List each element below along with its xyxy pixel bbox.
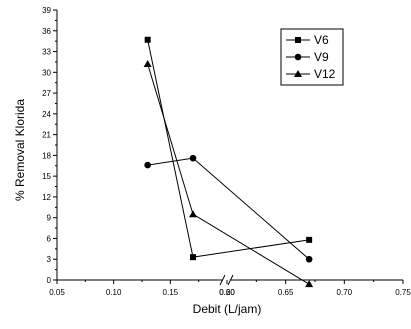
y-tick-label: 9 <box>47 214 52 223</box>
y-tick-label: 15 <box>42 172 51 181</box>
y-tick-label: 3 <box>47 255 52 264</box>
y-tick-label: 39 <box>42 6 51 15</box>
x-tick-label: 0.70 <box>337 288 353 297</box>
y-tick-label: 6 <box>47 234 52 243</box>
x-tick-label: 0.60 <box>219 288 235 297</box>
data-point-v9 <box>305 255 313 263</box>
x-tick-label: 0.10 <box>106 288 122 297</box>
legend-marker-v6 <box>295 37 301 43</box>
y-tick-label: 36 <box>42 27 51 36</box>
legend-marker-v12 <box>294 70 302 77</box>
x-tick-label: 0.75 <box>395 288 411 297</box>
y-tick-label: 0 <box>47 276 52 285</box>
x-tick-label: 0.05 <box>49 288 65 297</box>
y-tick-label: 33 <box>42 48 51 57</box>
x-tick-label: 0.65 <box>278 288 294 297</box>
y-tick-label: 18 <box>42 151 51 160</box>
legend-label-v6: V6 <box>314 33 329 47</box>
data-point-v9 <box>189 154 197 162</box>
data-point-v12 <box>189 210 197 218</box>
axis-break-mark <box>219 274 226 286</box>
data-point-v6 <box>306 236 313 243</box>
data-point-v9 <box>144 161 151 169</box>
y-axis-title: % Removal Klorida <box>13 99 27 201</box>
y-tick-label: 12 <box>42 193 51 202</box>
x-axis-title: Debit (L/jam) <box>193 302 262 316</box>
data-point-v6 <box>144 36 151 43</box>
legend-label-v12: V12 <box>314 67 336 81</box>
legend-marker-v9 <box>294 53 302 61</box>
y-tick-label: 30 <box>42 68 51 77</box>
data-point-v12 <box>143 60 152 67</box>
y-tick-label: 21 <box>42 131 51 140</box>
legend-label-v9: V9 <box>314 50 329 64</box>
x-tick-label: 0.15 <box>163 288 179 297</box>
y-tick-label: 24 <box>42 110 51 119</box>
x-tick-label: 0.20 <box>219 288 235 297</box>
data-point-v6 <box>190 254 196 261</box>
series-line-v12 <box>147 63 310 285</box>
series-line-v9 <box>147 157 310 260</box>
data-point-v12 <box>305 280 314 288</box>
y-tick-label: 27 <box>42 89 51 98</box>
axis-break-mark <box>227 274 234 286</box>
